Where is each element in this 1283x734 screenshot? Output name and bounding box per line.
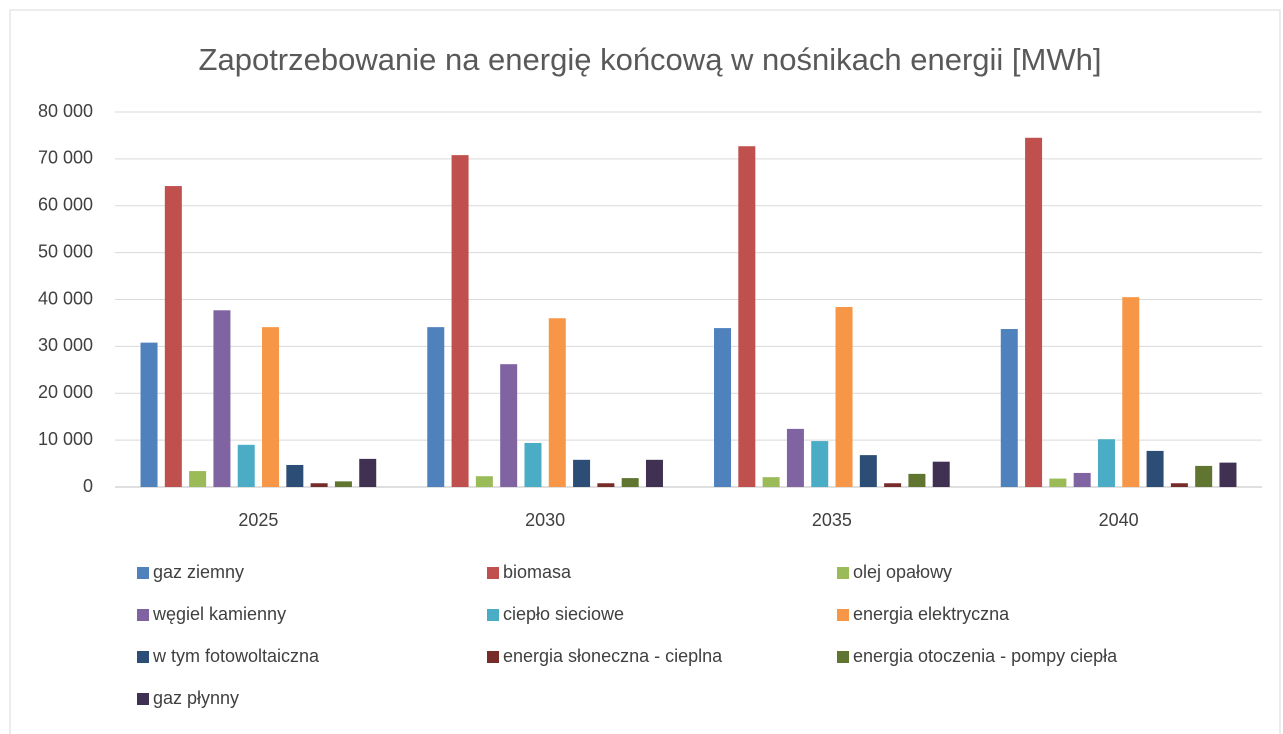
legend-label: olej opałowy [853, 562, 952, 582]
legend-swatch [837, 651, 849, 663]
bar [237, 444, 255, 487]
legend-swatch [487, 609, 499, 621]
x-tick-label: 2040 [1099, 510, 1139, 530]
bar [835, 307, 853, 487]
bar [1073, 472, 1091, 487]
legend-label: węgiel kamienny [152, 604, 286, 624]
y-tick-label: 20 000 [38, 382, 93, 402]
legend-swatch [137, 651, 149, 663]
bar [334, 481, 352, 487]
legend-label: biomasa [503, 562, 572, 582]
y-tick-label: 30 000 [38, 335, 93, 355]
x-tick-label: 2025 [238, 510, 278, 530]
chart-border [9, 9, 1281, 734]
bar [908, 473, 926, 487]
bar [645, 459, 663, 487]
bar [164, 186, 182, 487]
bar [427, 327, 445, 487]
bar [359, 458, 377, 487]
bar [1219, 462, 1237, 487]
bar [500, 364, 518, 487]
bar [597, 483, 615, 487]
chart-title: Zapotrzebowanie na energię końcową w noś… [199, 42, 1102, 77]
bar [811, 441, 829, 487]
bar [786, 428, 804, 487]
legend-label: w tym fotowoltaiczna [152, 646, 320, 666]
bar [714, 328, 732, 487]
y-tick-label: 10 000 [38, 429, 93, 449]
bar [1049, 478, 1067, 487]
bar [262, 327, 280, 487]
bar [1146, 450, 1164, 487]
bar [1025, 137, 1043, 487]
bar [189, 471, 207, 487]
legend-swatch [487, 567, 499, 579]
bar [859, 455, 877, 487]
legend-label: energia elektryczna [853, 604, 1010, 624]
bar [213, 310, 231, 487]
bar [1195, 465, 1213, 487]
bar [884, 483, 902, 487]
bar [738, 146, 756, 487]
legend-label: gaz ziemny [153, 562, 244, 582]
bar [762, 477, 780, 487]
legend-swatch [837, 567, 849, 579]
legend-swatch [487, 651, 499, 663]
legend-label: gaz płynny [153, 688, 239, 708]
bar [140, 342, 158, 487]
legend-swatch [137, 609, 149, 621]
bar [475, 476, 493, 487]
bar [932, 461, 950, 487]
bar [1170, 483, 1188, 487]
bar [548, 318, 566, 487]
legend-label: energia słoneczna - cieplna [503, 646, 723, 666]
legend-swatch [137, 693, 149, 705]
legend-label: ciepło sieciowe [503, 604, 624, 624]
bar [1000, 329, 1018, 487]
bar [621, 478, 639, 487]
y-tick-label: 50 000 [38, 241, 93, 261]
x-tick-label: 2030 [525, 510, 565, 530]
y-tick-label: 80 000 [38, 101, 93, 121]
bar [524, 442, 542, 487]
bar [1122, 297, 1140, 487]
legend-swatch [137, 567, 149, 579]
bar [1097, 439, 1115, 487]
legend-swatch [837, 609, 849, 621]
bar [451, 155, 469, 487]
y-tick-label: 60 000 [38, 195, 93, 215]
y-tick-label: 40 000 [38, 288, 93, 308]
bar [286, 464, 304, 487]
bar [310, 483, 328, 487]
x-tick-label: 2035 [812, 510, 852, 530]
legend-label: energia otoczenia - pompy ciepła [853, 646, 1118, 666]
bar [573, 459, 591, 487]
y-tick-label: 70 000 [38, 148, 93, 168]
y-tick-label: 0 [83, 476, 93, 496]
